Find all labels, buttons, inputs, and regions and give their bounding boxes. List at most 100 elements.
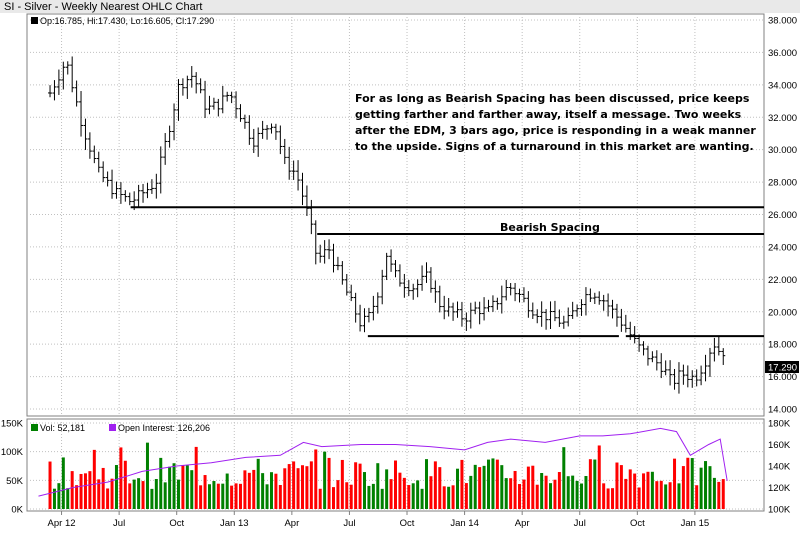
volume-bar: [677, 483, 681, 509]
ohlc-bar: [637, 334, 642, 352]
ohlc-bar: [79, 91, 84, 137]
ohlc-bar: [220, 85, 225, 114]
volume-bar: [522, 479, 526, 509]
volume-bar: [646, 471, 650, 509]
ohlc-bar: [167, 125, 172, 148]
volume-bar: [513, 470, 517, 509]
ohlc-bar: [499, 285, 504, 314]
last-price-box: [765, 361, 799, 373]
volume-bar: [61, 457, 65, 509]
ohlc-bar: [575, 304, 580, 317]
price-legend-swatch: [31, 17, 38, 24]
price-axis: 14.000 16.000 18.000 20.000 22.000 24.000 26.0…: [768, 16, 797, 416]
volume-bar: [575, 480, 579, 509]
volume-bar: [535, 484, 539, 509]
volume-bar: [207, 484, 211, 509]
ohlc-bar: [61, 61, 66, 90]
volume-bar: [176, 479, 180, 509]
ohlc-bar: [56, 69, 61, 95]
ohlc-bar: [446, 297, 451, 317]
ohlc-bar: [389, 249, 394, 272]
ohlc-bar: [260, 120, 265, 139]
ohlc-bar: [393, 260, 398, 278]
ohlc-bar: [721, 348, 726, 365]
volume-bar: [478, 467, 482, 509]
volume-bar: [526, 466, 530, 509]
ohlc-bar: [110, 169, 115, 199]
price-tick-label: 14.000: [768, 405, 797, 416]
ohlc-bar: [406, 280, 411, 297]
volume-bar: [681, 466, 685, 509]
ohlc-bar: [309, 199, 314, 235]
ohlc-bar: [185, 75, 190, 99]
date-tick-label: Jan 14: [450, 518, 479, 529]
ohlc-bar: [672, 368, 677, 390]
volume-bar: [655, 481, 659, 509]
ohlc-bar: [118, 182, 123, 204]
ohlc-bar: [340, 261, 345, 285]
ohlc-bar: [641, 341, 646, 356]
volume-bar: [389, 479, 393, 509]
volume-bar: [79, 473, 83, 509]
volume-bar: [664, 484, 668, 509]
ohlc-bar: [74, 80, 79, 107]
ohlc-bar: [490, 295, 495, 312]
ohlc-bar: [597, 291, 602, 305]
volume-bar: [336, 480, 340, 509]
volume-bar: [128, 483, 132, 509]
volume-bar: [562, 447, 566, 509]
ohlc-bar: [650, 351, 655, 363]
ohlc-bar: [411, 283, 416, 300]
volume-bar: [699, 467, 703, 509]
volume-bar: [549, 483, 553, 509]
volume-bar: [447, 486, 451, 509]
ohlc-bar: [48, 85, 53, 98]
ohlc-bar: [353, 292, 358, 323]
volume-bar: [318, 488, 322, 509]
volume-bar: [394, 460, 397, 509]
ohlc-bar: [318, 244, 323, 263]
volume-bar: [695, 485, 699, 509]
volume-bar: [686, 457, 690, 509]
volume-bar: [571, 475, 575, 509]
oi-tick-label: 140K: [768, 462, 791, 473]
ohlc-bar: [397, 264, 402, 287]
ohlc-bar: [331, 243, 336, 273]
ohlc-bar: [180, 78, 185, 96]
ohlc-bar: [415, 279, 420, 298]
volume-bar: [331, 487, 335, 509]
oi-tick-label: 120K: [768, 483, 791, 494]
volume-bar: [615, 462, 619, 509]
volume-bar: [66, 488, 70, 509]
volume-bar: [141, 481, 145, 509]
ohlc-bar: [92, 145, 97, 164]
ohlc-bar: [495, 297, 500, 310]
date-tick-label: Jul: [113, 518, 125, 529]
ohlc-bar: [194, 72, 199, 94]
volume-bar: [194, 446, 198, 509]
ohlc-bar: [433, 280, 438, 303]
volume-bar: [110, 478, 114, 509]
price-bars: [48, 56, 726, 394]
volume-bar: [309, 461, 313, 509]
ohlc-bar: [699, 365, 704, 386]
ohlc-bar: [451, 302, 456, 321]
spacing-lines: [130, 206, 764, 338]
ohlc-bar: [424, 262, 429, 283]
volume-bar: [628, 469, 632, 509]
volume-bar: [145, 442, 149, 509]
volume-bar: [580, 483, 584, 509]
oi-tick-label: 180K: [768, 419, 791, 430]
volume-bar: [75, 485, 79, 509]
volume-bar: [225, 473, 229, 509]
volume-bar: [221, 483, 225, 509]
ohlc-bar: [428, 267, 433, 293]
price-tick-label: 22.000: [768, 275, 797, 286]
volume-bar: [540, 473, 544, 509]
ohlc-bar: [716, 336, 721, 356]
ohlc-bar: [375, 292, 380, 314]
price-panel: [26, 13, 765, 417]
volume-bar: [491, 458, 495, 509]
volume-bar: [668, 482, 672, 509]
ohlc-bar: [592, 292, 597, 304]
